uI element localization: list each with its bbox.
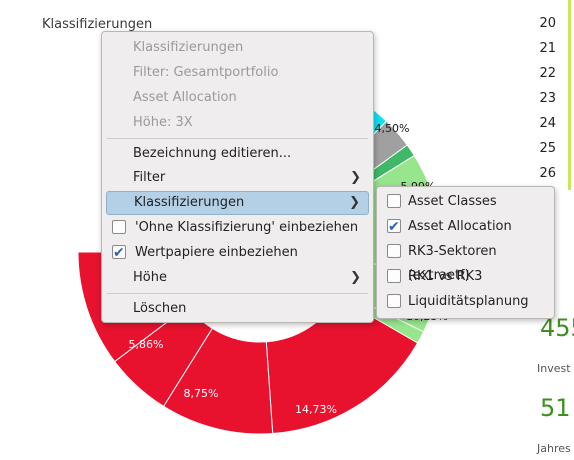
menu-separator	[107, 138, 368, 139]
submenu-item-asset-classes[interactable]: Asset Classes	[381, 190, 550, 214]
row-number: 22	[539, 66, 556, 81]
slice-percent-label: 4,50%	[375, 122, 410, 135]
chart-title: Klassifizierungen	[42, 17, 153, 32]
context-menu: Klassifizierungen Filter: Gesamtportfoli…	[101, 31, 374, 323]
slice-percent-label: 5,86%	[129, 338, 164, 351]
submenu-item-label: RK1 vs RK3	[408, 269, 483, 284]
menu-item-delete[interactable]: Löschen	[133, 301, 187, 316]
menu-item-include-unclassified[interactable]: 'Ohne Klassifizierung' einbeziehen	[106, 216, 369, 240]
checkbox-unchecked-icon[interactable]	[387, 294, 401, 308]
submenu-item-asset-allocation[interactable]: ✔ Asset Allocation	[381, 215, 550, 239]
checkbox-unchecked-icon[interactable]	[387, 269, 401, 283]
row-number: 26	[539, 166, 556, 181]
slice-percent-label: 14,73%	[295, 403, 337, 416]
menu-item-height[interactable]: Höhe ❯	[106, 266, 369, 290]
checkbox-checked-icon[interactable]: ✔	[387, 219, 401, 235]
menu-item-edit-label[interactable]: Bezeichnung editieren...	[133, 146, 292, 161]
row-number: 21	[539, 41, 556, 56]
menu-item-classifications-label: Klassifizierungen	[134, 195, 245, 210]
row-number: 20	[539, 16, 556, 31]
menu-item-filter-label: Filter	[133, 170, 166, 185]
checkmark-icon: ✔	[113, 245, 125, 261]
chevron-right-icon: ❯	[349, 195, 360, 210]
classifications-submenu: Asset Classes ✔ Asset Allocation RK3-Sek…	[376, 186, 555, 319]
row-number: 24	[539, 116, 556, 131]
chevron-right-icon: ❯	[350, 270, 361, 285]
menu-separator	[107, 293, 368, 294]
checkbox-checked-icon[interactable]: ✔	[112, 245, 126, 261]
menu-item-include-securities[interactable]: ✔ Wertpapiere einbeziehen	[106, 241, 369, 265]
row-number: 23	[539, 91, 556, 106]
submenu-item-rk1-vs-rk3[interactable]: RK1 vs RK3	[381, 265, 550, 289]
submenu-item-label: Liquiditätsplanung	[408, 294, 529, 309]
menu-item-include-unclassified-label: 'Ohne Klassifizierung' einbeziehen	[135, 220, 359, 235]
investment-label: Invest	[537, 362, 571, 375]
checkmark-icon: ✔	[388, 219, 400, 235]
menu-item-filter[interactable]: Filter ❯	[106, 166, 369, 190]
menu-header-classifications: Klassifizierungen	[133, 40, 244, 55]
annual-label: Jahres	[537, 442, 571, 455]
submenu-item-label: RK3-Sektoren (extraetf)	[408, 244, 497, 283]
submenu-item-rk3-sectors[interactable]: RK3-Sektoren (extraetf)	[381, 240, 550, 283]
submenu-item-liquidity-planning[interactable]: Liquiditätsplanung	[381, 290, 550, 314]
menu-header-asset-allocation: Asset Allocation	[133, 90, 237, 105]
annual-value: 51	[540, 394, 571, 422]
menu-header-filter: Filter: Gesamtportfolio	[133, 65, 279, 80]
checkbox-unchecked-icon[interactable]	[112, 220, 126, 234]
submenu-item-label: Asset Allocation	[408, 219, 512, 234]
slice-percent-label: 8,75%	[184, 387, 219, 400]
menu-item-include-securities-label: Wertpapiere einbeziehen	[135, 245, 298, 260]
menu-item-height-label: Höhe	[133, 270, 167, 285]
menu-item-classifications[interactable]: Klassifizierungen ❯	[106, 191, 369, 215]
checkbox-unchecked-icon[interactable]	[387, 194, 401, 208]
row-highlight-bar	[568, 0, 571, 190]
checkbox-unchecked-icon[interactable]	[387, 244, 401, 258]
chevron-right-icon: ❯	[350, 170, 361, 185]
menu-header-height: Höhe: 3X	[133, 115, 193, 130]
row-number: 25	[539, 141, 556, 156]
submenu-item-label: Asset Classes	[408, 194, 497, 209]
